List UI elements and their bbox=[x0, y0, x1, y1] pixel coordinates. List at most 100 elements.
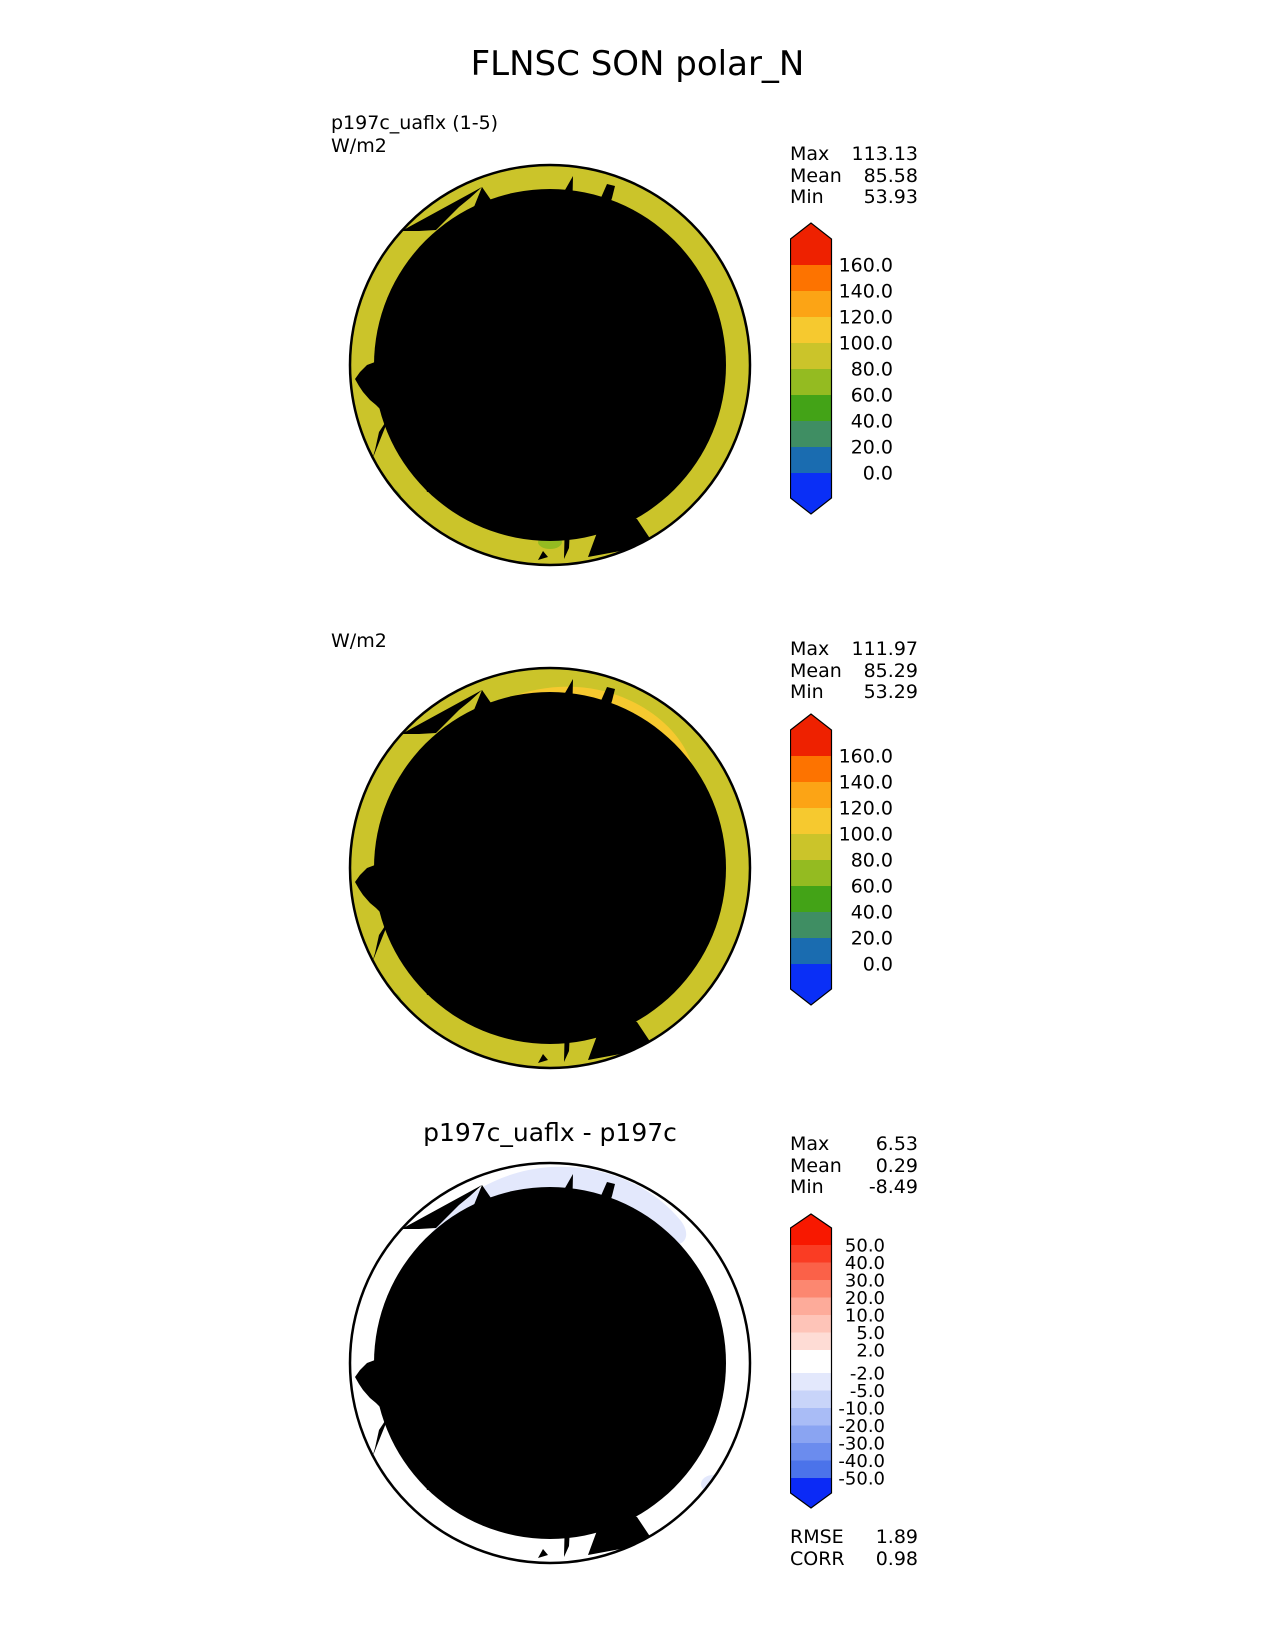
colorbar-band bbox=[790, 1280, 832, 1298]
colorbar-band bbox=[790, 860, 832, 886]
colorbar-band bbox=[790, 1245, 832, 1263]
colorbar-tick-label: 10.0 bbox=[845, 1305, 885, 1326]
colorbar-case: 160.0 140.0 120.0 100.0 80.0 60.0 40.0 20.0 0.0 bbox=[789, 222, 950, 522]
colorbar-band bbox=[790, 912, 832, 938]
map-border bbox=[348, 1161, 752, 1565]
map-case-field bbox=[350, 165, 750, 565]
colorbar-tick-label: 50.0 bbox=[845, 1235, 885, 1256]
colorbar-tick-label: 120.0 bbox=[839, 798, 893, 820]
colorbar-tick-label: 120.0 bbox=[839, 307, 893, 329]
stat-label: Mean bbox=[790, 659, 842, 682]
colorbar-band bbox=[790, 1262, 832, 1280]
stats-block-case: Max 113.13 Mean 85.58 Min 53.93 bbox=[790, 143, 918, 209]
stat-value: 53.93 bbox=[863, 186, 918, 208]
colorbar-band bbox=[790, 834, 832, 860]
stat-row: Min -8.49 bbox=[790, 1176, 918, 1199]
colorbar-tick-label: 100.0 bbox=[839, 333, 893, 355]
colorbar-tick-label: -30.0 bbox=[838, 1433, 885, 1454]
colorbar-tick-label: 20.0 bbox=[851, 928, 893, 950]
colorbar-band bbox=[790, 1390, 832, 1408]
stat-label: Mean bbox=[790, 1154, 842, 1177]
stat-row: Max 6.53 bbox=[790, 1133, 918, 1156]
units-label: W/m2 bbox=[331, 630, 387, 652]
colorbar-tick-label: 40.0 bbox=[851, 902, 893, 924]
colorbar-tick-label: 2.0 bbox=[856, 1340, 885, 1361]
colorbar-band bbox=[790, 421, 832, 447]
stat-value: 0.29 bbox=[875, 1154, 918, 1177]
colorbar-band bbox=[790, 808, 832, 834]
metric-value: 1.89 bbox=[875, 1526, 918, 1548]
colorbar-band bbox=[790, 886, 832, 912]
colorbar-tick-label: -2.0 bbox=[850, 1363, 885, 1384]
colorbar-tick-label: 60.0 bbox=[851, 876, 893, 898]
colorbar-tick-label: -5.0 bbox=[850, 1381, 885, 1402]
colorbar-band bbox=[790, 938, 832, 964]
metric-value: 0.98 bbox=[875, 1547, 918, 1570]
colorbar-band bbox=[790, 1297, 832, 1315]
stat-label: Mean bbox=[790, 164, 842, 187]
colorbar-tick-label: 160.0 bbox=[839, 255, 893, 277]
metric-row: RMSE 1.89 bbox=[790, 1526, 918, 1549]
stat-row: Min 53.29 bbox=[790, 681, 918, 704]
stat-label: Min bbox=[790, 1176, 824, 1198]
stat-label: Min bbox=[790, 186, 824, 208]
colorbar-band bbox=[790, 291, 832, 317]
colorbar-band bbox=[790, 343, 832, 369]
colorbar-tick-label: -40.0 bbox=[838, 1451, 885, 1472]
stat-value: 53.29 bbox=[863, 681, 918, 703]
colorbar-band bbox=[790, 1443, 832, 1461]
difference-title: p197c_uaflx - p197c bbox=[423, 1118, 677, 1147]
colorbar-tick-label: 20.0 bbox=[851, 437, 893, 459]
stat-row: Max 111.97 bbox=[790, 638, 918, 661]
stat-value: 113.13 bbox=[851, 143, 918, 165]
colorbar-svg: 50.040.030.020.010.05.02.0-2.0-5.0-10.0-… bbox=[789, 1213, 885, 1509]
colorbar-band bbox=[790, 265, 832, 291]
colorbar-band bbox=[790, 782, 832, 808]
colorbar-band bbox=[790, 1460, 832, 1478]
stat-label: Max bbox=[790, 143, 830, 165]
map-border bbox=[348, 666, 752, 1070]
colorbar-difference: 50.0 40.0 30.0 20.0 10.0 5.0 2.0 -2.0 -5.0 -10.0-… bbox=[789, 1213, 950, 1518]
page-title: FLNSC SON polar_N bbox=[470, 44, 805, 84]
stat-value: 85.58 bbox=[863, 164, 918, 187]
colorbar-tick-label: 40.0 bbox=[851, 411, 893, 433]
stat-value: 85.29 bbox=[863, 659, 918, 682]
colorbar-tick-label: 0.0 bbox=[863, 463, 893, 485]
panel-1-header: p197c_uaflx (1-5) W/m2 bbox=[331, 112, 498, 158]
metric-label: RMSE bbox=[790, 1526, 844, 1548]
stat-value: 6.53 bbox=[875, 1133, 918, 1155]
metric-row: CORR 0.98 bbox=[790, 1547, 918, 1571]
colorbar-band bbox=[790, 395, 832, 421]
stats-block-control: Max 111.97 Mean 85.29 Min 53.29 bbox=[790, 638, 918, 704]
colorbar-tick-label: -20.0 bbox=[838, 1416, 885, 1437]
colorbar-tick-label: 30.0 bbox=[845, 1270, 885, 1291]
stat-value: -8.49 bbox=[868, 1176, 918, 1198]
colorbar-band bbox=[790, 1350, 832, 1373]
colorbar-band bbox=[790, 1332, 832, 1350]
stat-row: Mean 85.58 bbox=[790, 164, 918, 188]
colorbar-band bbox=[790, 1315, 832, 1333]
colorbar-tick-label: 140.0 bbox=[839, 281, 893, 303]
colorbar-band bbox=[790, 1425, 832, 1443]
map-border bbox=[348, 163, 752, 567]
stat-row: Min 53.93 bbox=[790, 186, 918, 209]
stat-label: Max bbox=[790, 1133, 830, 1155]
colorbar-tick-label: 20.0 bbox=[845, 1288, 885, 1309]
colorbar-band bbox=[790, 369, 832, 395]
polar-map-control bbox=[348, 666, 752, 1070]
colorbar-control: 160.0 140.0 120.0 100.0 80.0 60.0 40.0 20.0 0.0 bbox=[789, 713, 950, 1013]
map-difference-field bbox=[350, 1163, 750, 1563]
stat-label: Max bbox=[790, 638, 830, 660]
colorbar-tick-label: 60.0 bbox=[851, 385, 893, 407]
colorbar-tick-label: 0.0 bbox=[863, 954, 893, 976]
colorbar-tick-label: 100.0 bbox=[839, 824, 893, 846]
colorbar-outline bbox=[789, 222, 833, 515]
stats-block-difference: Max 6.53 Mean 0.29 Min -8.49 bbox=[790, 1133, 918, 1199]
polar-map-case bbox=[348, 163, 752, 567]
colorbar-svg: 160.0 140.0 120.0 100.0 80.0 60.0 40.0 20.0 0.0 bbox=[789, 222, 893, 515]
colorbar-tick-label: 80.0 bbox=[851, 359, 893, 381]
stat-value: 111.97 bbox=[851, 638, 918, 660]
case-name-label: p197c_uaflx (1-5) bbox=[331, 112, 499, 134]
colorbar-tick-label: 5.0 bbox=[856, 1323, 885, 1344]
